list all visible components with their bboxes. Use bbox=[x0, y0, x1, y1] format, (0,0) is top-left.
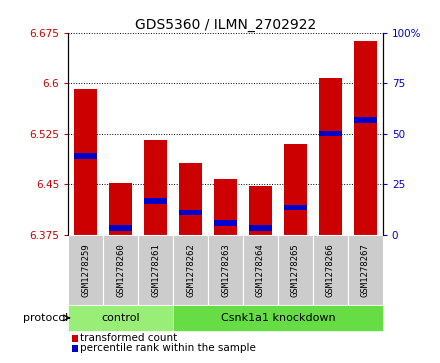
Text: GSM1278263: GSM1278263 bbox=[221, 243, 230, 297]
Bar bbox=[109, 183, 132, 234]
Text: percentile rank within the sample: percentile rank within the sample bbox=[81, 343, 257, 354]
Bar bbox=[179, 163, 202, 234]
Bar bbox=[74, 153, 97, 159]
Bar bbox=[319, 131, 342, 136]
Bar bbox=[249, 186, 272, 234]
Bar bbox=[354, 41, 377, 234]
Bar bbox=[144, 198, 167, 204]
Bar bbox=[319, 78, 342, 234]
Bar bbox=[72, 345, 78, 352]
Bar bbox=[249, 225, 272, 231]
Bar bbox=[144, 140, 167, 234]
Bar bbox=[74, 89, 97, 234]
Bar bbox=[173, 305, 383, 330]
Bar bbox=[313, 234, 348, 305]
Bar bbox=[348, 234, 383, 305]
Text: GSM1278265: GSM1278265 bbox=[291, 243, 300, 297]
Text: GSM1278260: GSM1278260 bbox=[116, 243, 125, 297]
Text: GSM1278261: GSM1278261 bbox=[151, 243, 160, 297]
Bar bbox=[284, 205, 307, 210]
Bar bbox=[68, 234, 103, 305]
Text: protocol: protocol bbox=[23, 313, 68, 323]
Title: GDS5360 / ILMN_2702922: GDS5360 / ILMN_2702922 bbox=[135, 18, 316, 32]
Bar bbox=[284, 144, 307, 234]
Text: GSM1278262: GSM1278262 bbox=[186, 243, 195, 297]
Bar bbox=[214, 179, 237, 234]
Bar bbox=[138, 234, 173, 305]
Bar bbox=[214, 220, 237, 226]
Bar bbox=[103, 234, 138, 305]
Text: control: control bbox=[101, 313, 140, 323]
Bar bbox=[68, 305, 173, 330]
Bar bbox=[72, 335, 78, 342]
Text: Csnk1a1 knockdown: Csnk1a1 knockdown bbox=[220, 313, 335, 323]
Bar bbox=[208, 234, 243, 305]
Text: transformed count: transformed count bbox=[81, 333, 178, 343]
Text: GSM1278264: GSM1278264 bbox=[256, 243, 265, 297]
Bar bbox=[354, 118, 377, 123]
Bar bbox=[109, 225, 132, 231]
Bar bbox=[243, 234, 278, 305]
Text: GSM1278259: GSM1278259 bbox=[81, 243, 90, 297]
Text: GSM1278266: GSM1278266 bbox=[326, 243, 335, 297]
Bar bbox=[278, 234, 313, 305]
Bar bbox=[173, 234, 208, 305]
Bar bbox=[179, 210, 202, 215]
Text: GSM1278267: GSM1278267 bbox=[361, 243, 370, 297]
